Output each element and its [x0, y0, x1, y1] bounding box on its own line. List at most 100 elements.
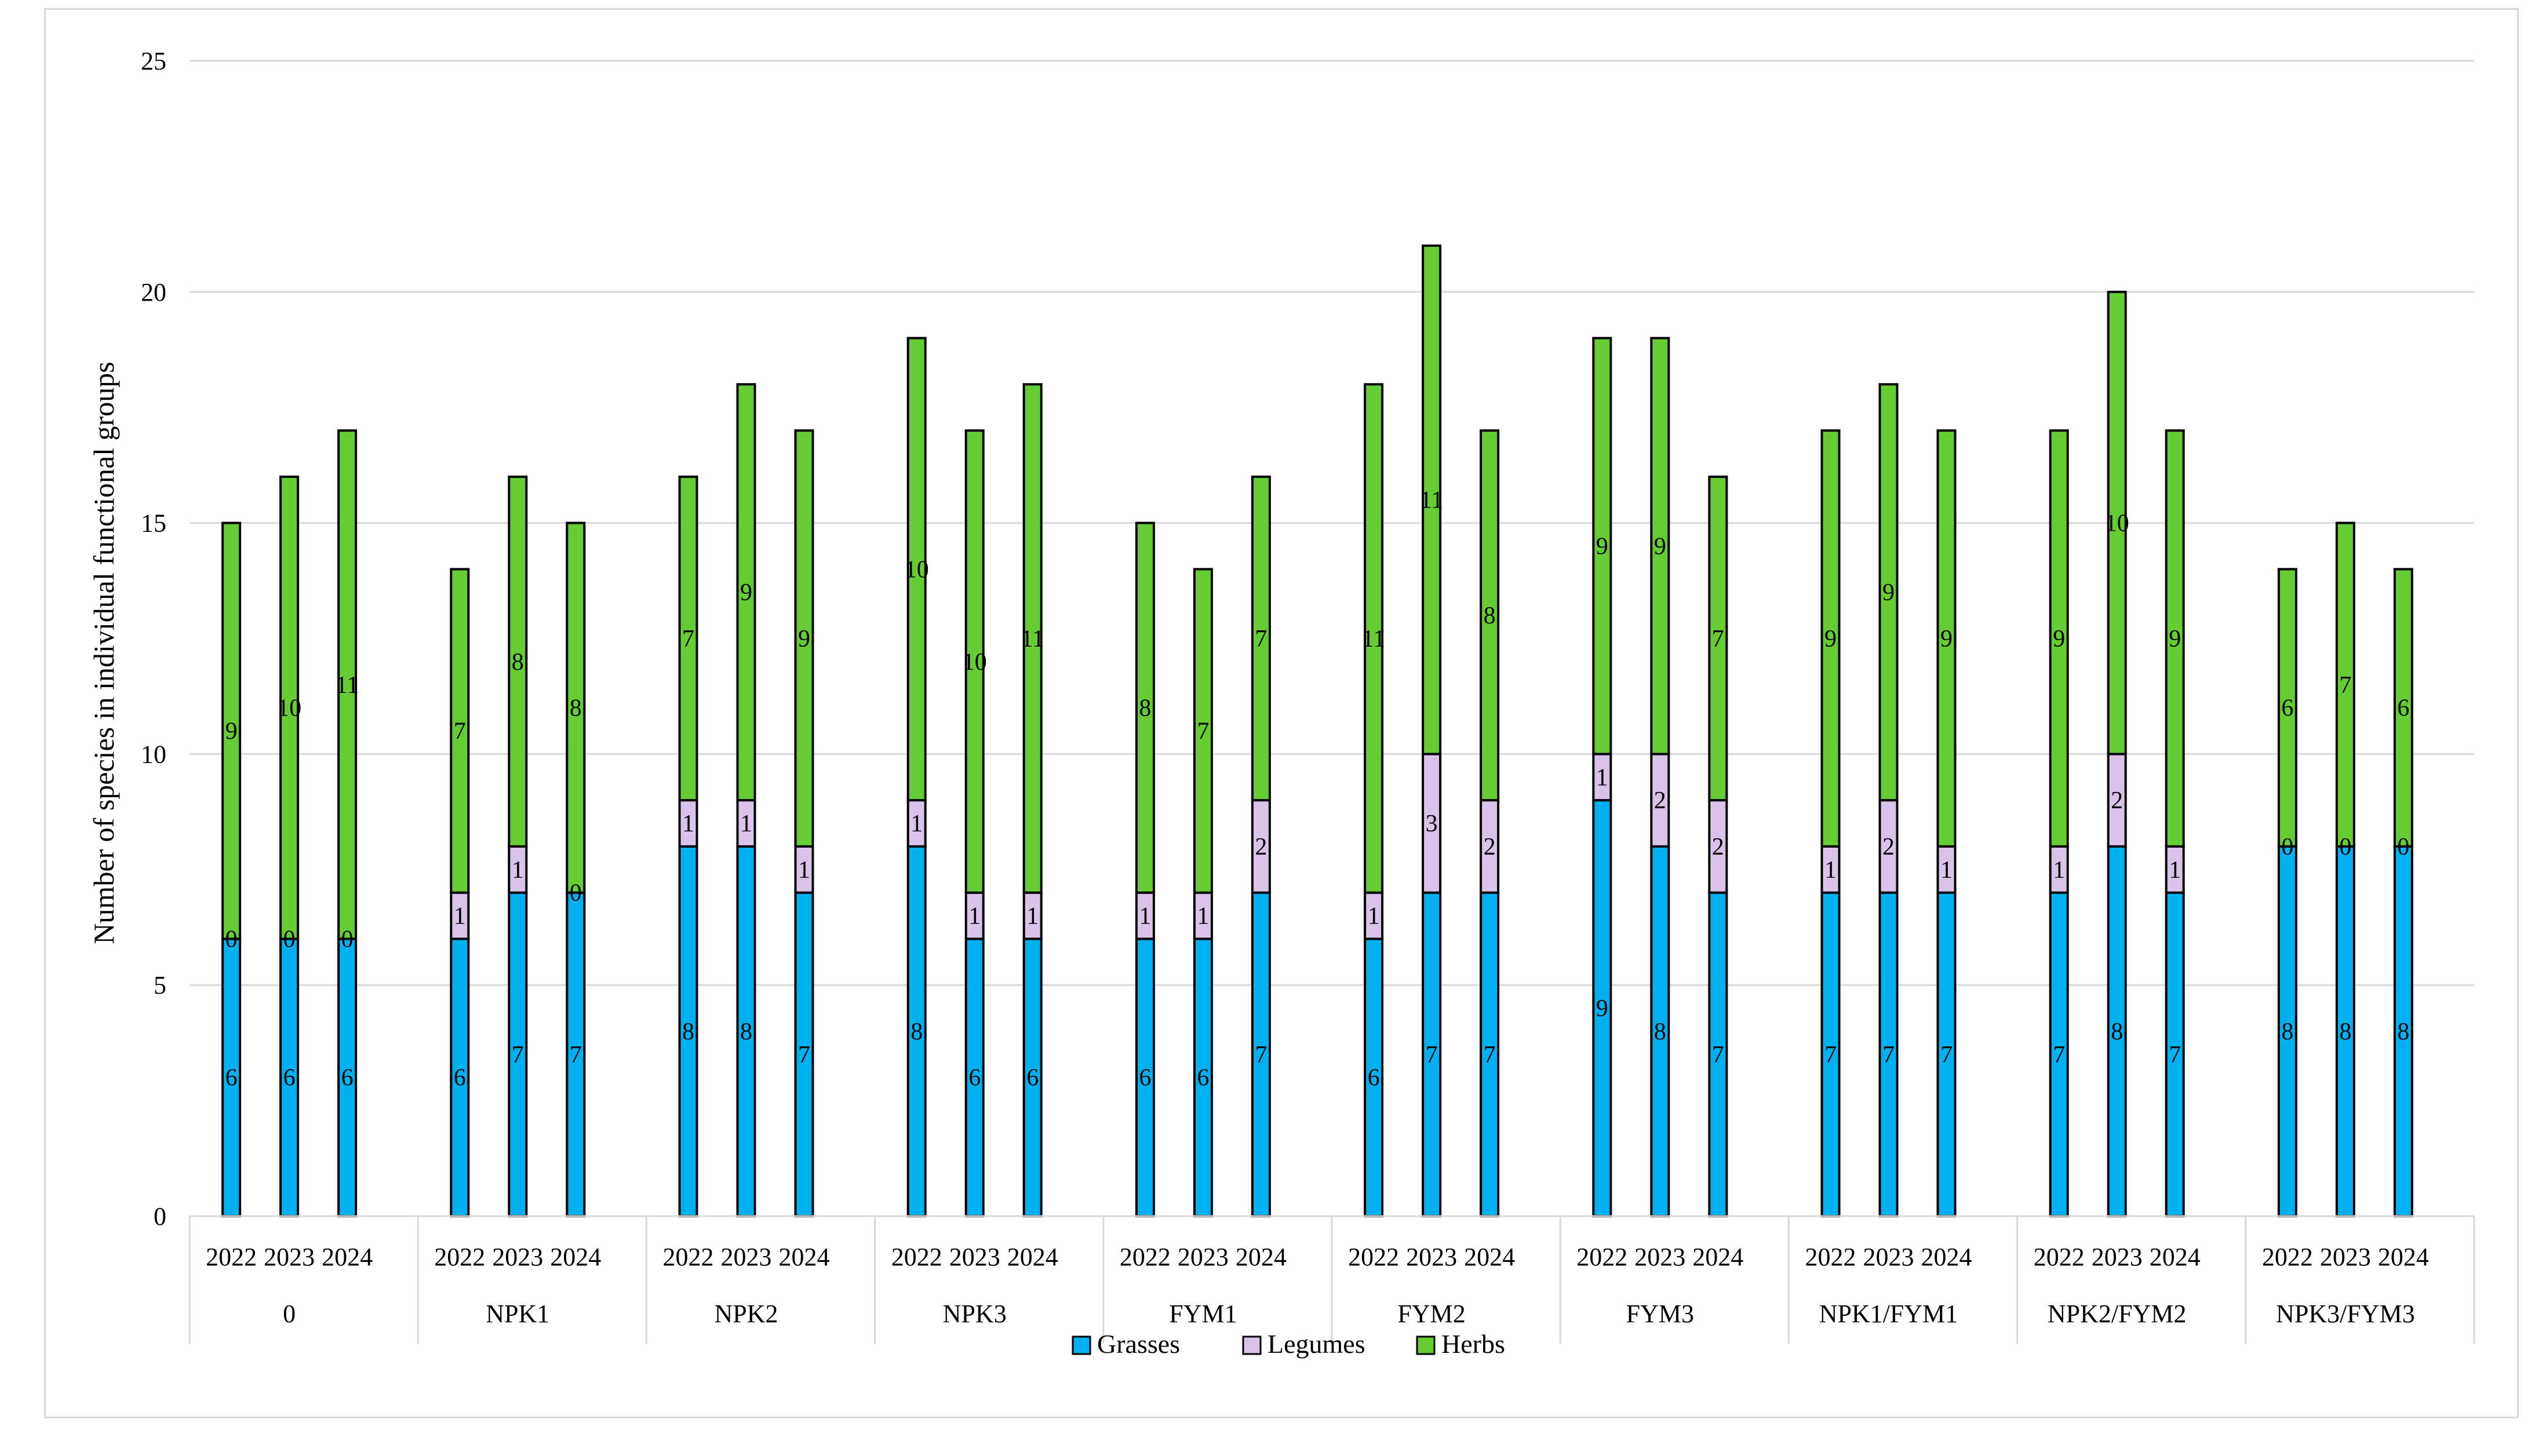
data-label: 2: [1712, 834, 1724, 860]
bar-segment-herbs: [1251, 475, 1271, 802]
data-label: 6: [2281, 695, 2293, 722]
legend-swatch-herbs: [1416, 1335, 1436, 1355]
bar-segment-herbs: [2049, 429, 2069, 848]
stacked-bar-chart: 6096010601161771870881781971981106110611…: [88, 47, 2475, 1359]
data-label: 8: [2397, 1019, 2409, 1045]
y-tick-label: 25: [141, 47, 166, 75]
bar-segment-herbs: [1135, 521, 1155, 894]
year-tick-label: 2023: [1178, 1243, 1229, 1271]
bar-segment-herbs: [566, 521, 586, 894]
bar-segment-legumes: [1878, 799, 1899, 894]
data-label: 11: [1362, 626, 1385, 652]
data-label: 1: [682, 811, 694, 837]
bar-segment-herbs: [2335, 521, 2355, 848]
year-tick-label: 2024: [2150, 1243, 2201, 1271]
year-tick-label: 2024: [550, 1243, 601, 1271]
bar-segment-herbs: [1480, 429, 1500, 802]
bar-segment-grasses: [1708, 891, 1728, 1218]
year-tick-label: 2023: [1863, 1243, 1914, 1271]
data-label: 11: [336, 672, 359, 699]
data-label: 6: [1026, 1065, 1039, 1092]
category-label: NPK2: [714, 1300, 778, 1328]
y-tick-label: 10: [141, 740, 166, 768]
data-label: 9: [740, 579, 752, 606]
bar-segment-legumes: [1135, 891, 1155, 940]
data-label: 1: [454, 903, 466, 930]
data-label: 1: [740, 811, 752, 837]
data-label: 9: [798, 626, 810, 652]
data-label: 2: [2111, 787, 2123, 814]
data-label: 8: [1139, 695, 1151, 722]
data-label: 6: [1197, 1065, 1209, 1092]
data-label: 0: [2281, 834, 2293, 860]
bar-segment-herbs: [508, 475, 528, 848]
year-tick-label: 2022: [434, 1243, 485, 1271]
year-tick-label: 2023: [264, 1243, 315, 1271]
data-label: 1: [910, 811, 923, 837]
bar-segment-herbs: [2277, 568, 2297, 848]
data-label: 1: [1026, 903, 1039, 930]
year-tick-label: 2024: [322, 1243, 373, 1271]
data-label: 9: [2169, 626, 2181, 652]
data-label: 7: [1824, 1042, 1837, 1068]
bar-segment-legumes: [2049, 845, 2069, 894]
data-label: 11: [1021, 626, 1044, 652]
data-label: 10: [905, 556, 929, 583]
legend-label-legumes: Legumes: [1267, 1329, 1365, 1359]
bar-segment-herbs: [964, 429, 985, 894]
legend-label-grasses: Grasses: [1097, 1329, 1180, 1359]
data-label: 8: [2111, 1019, 2123, 1045]
data-label: 7: [682, 626, 694, 652]
year-tick-label: 2024: [779, 1243, 830, 1271]
data-label: 8: [740, 1019, 752, 1045]
y-tick-label: 20: [141, 278, 166, 306]
data-label: 2: [1255, 834, 1267, 860]
category-label: NPK3: [943, 1300, 1007, 1328]
data-label: 7: [798, 1042, 810, 1068]
legend-swatch-grasses: [1072, 1335, 1091, 1355]
bar-segment-grasses: [678, 845, 698, 1218]
data-labels: 6096010601161771870881781971981106110611…: [225, 487, 2410, 1092]
data-label: 2: [1484, 834, 1496, 860]
data-label: 9: [1596, 995, 1608, 1022]
data-label: 9: [1940, 626, 1953, 652]
bar-segment-herbs: [2107, 290, 2127, 756]
data-label: 8: [682, 1019, 694, 1045]
data-label: 1: [2053, 857, 2065, 884]
bar-segment-grasses: [1251, 891, 1271, 1218]
data-label: 7: [1484, 1042, 1496, 1068]
bar-segment-herbs: [736, 383, 756, 802]
data-label: 1: [1596, 764, 1608, 791]
category-label: 0: [283, 1300, 296, 1328]
data-label: 0: [570, 880, 582, 907]
year-tick-label: 2024: [1921, 1243, 1972, 1271]
data-label: 10: [963, 649, 987, 676]
bar-segment-legumes: [1592, 753, 1612, 802]
bar-segment-legumes: [1022, 891, 1043, 940]
data-label: 2: [1654, 787, 1666, 814]
year-tick-label: 2022: [206, 1243, 257, 1271]
year-tick-label: 2024: [1007, 1243, 1058, 1271]
data-label: 6: [341, 1065, 354, 1092]
data-label: 8: [2339, 1019, 2351, 1045]
year-tick-label: 2022: [1348, 1243, 1399, 1271]
data-label: 7: [1197, 718, 1209, 745]
category-label: NPK3/FYM3: [2276, 1300, 2415, 1328]
y-axis-title: Number of species in individual function…: [88, 362, 120, 944]
year-tick-label: 2024: [2378, 1243, 2429, 1271]
y-tick-label: 5: [154, 971, 166, 999]
data-label: 1: [798, 857, 810, 884]
data-label: 6: [2397, 695, 2409, 722]
bar-segment-herbs: [279, 475, 300, 940]
data-label: 7: [1940, 1042, 1953, 1068]
bar-segment-herbs: [221, 521, 242, 940]
bar-segment-legumes: [1422, 753, 1442, 894]
year-tick-label: 2023: [2092, 1243, 2143, 1271]
data-label: 6: [968, 1065, 981, 1092]
year-tick-label: 2023: [721, 1243, 772, 1271]
data-label: 7: [1882, 1042, 1895, 1068]
data-label: 3: [1426, 811, 1438, 837]
data-label: 2: [1882, 834, 1895, 860]
y-tick-label: 0: [154, 1202, 166, 1231]
